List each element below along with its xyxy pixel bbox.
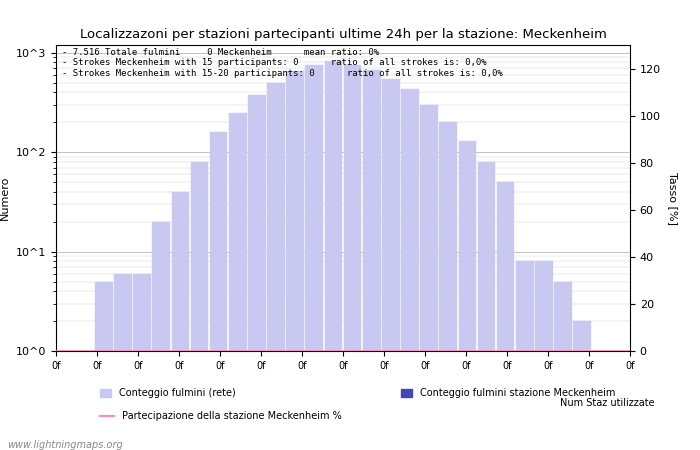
- Bar: [420, 105, 438, 450]
- Title: Localizzazoni per stazioni partecipanti ultime 24h per la stazione: Meckenheim: Localizzazoni per stazioni partecipanti …: [80, 28, 606, 41]
- Bar: [133, 274, 151, 450]
- Bar: [592, 351, 610, 450]
- Bar: [497, 182, 514, 450]
- Bar: [190, 162, 209, 450]
- Legend: Conteggio fulmini (rete): Conteggio fulmini (rete): [96, 385, 240, 402]
- Bar: [172, 192, 189, 450]
- Bar: [516, 261, 533, 450]
- Bar: [401, 89, 419, 450]
- Y-axis label: Tasso [%]: Tasso [%]: [668, 171, 678, 225]
- Bar: [57, 351, 74, 450]
- Text: Num Staz utilizzate: Num Staz utilizzate: [560, 398, 654, 408]
- Bar: [363, 69, 381, 450]
- Bar: [76, 351, 94, 450]
- Bar: [344, 65, 361, 450]
- Bar: [267, 83, 285, 450]
- Bar: [535, 261, 553, 450]
- Bar: [305, 65, 323, 450]
- Bar: [612, 351, 629, 450]
- Bar: [554, 282, 572, 450]
- Bar: [210, 132, 228, 450]
- Bar: [286, 72, 304, 450]
- Bar: [95, 282, 113, 450]
- Legend: Conteggio fulmini stazione Meckenheim: Conteggio fulmini stazione Meckenheim: [397, 385, 620, 402]
- Bar: [477, 162, 496, 450]
- Y-axis label: Numero: Numero: [0, 176, 10, 220]
- Bar: [153, 222, 170, 450]
- Legend: Partecipazione della stazione Meckenheim %: Partecipazione della stazione Meckenheim…: [96, 407, 346, 425]
- Bar: [248, 94, 266, 450]
- Bar: [382, 79, 400, 450]
- Bar: [114, 274, 132, 450]
- Text: - 7.516 Totale fulmini     0 Meckenheim      mean ratio: 0%
- Strokes Meckenheim: - 7.516 Totale fulmini 0 Meckenheim mean…: [62, 48, 503, 78]
- Bar: [440, 122, 457, 450]
- Bar: [573, 321, 591, 450]
- Bar: [458, 141, 476, 450]
- Bar: [325, 62, 342, 450]
- Bar: [229, 112, 246, 450]
- Text: www.lightningmaps.org: www.lightningmaps.org: [7, 440, 122, 450]
